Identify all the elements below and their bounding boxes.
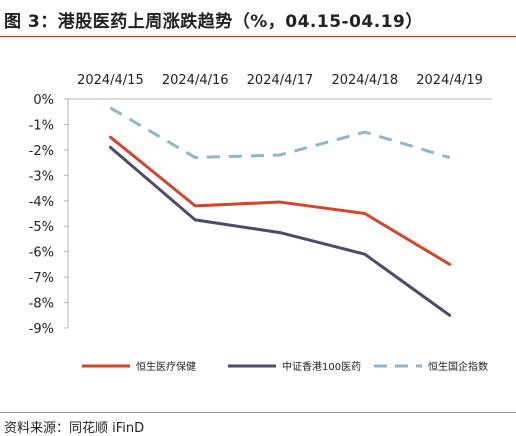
x-tick-label: 2024/4/16 [162,73,229,88]
y-tick-label: -5% [29,220,54,235]
series-line-1 [108,135,452,266]
series-line-3 [109,106,451,160]
source-note: 资料来源：同花顺 iFinD [4,421,145,436]
legend-label-3: 恒生国企指数 [428,360,488,373]
y-tick-label: -4% [29,195,54,210]
source-bar: 资料来源：同花顺 iFinD [0,412,516,436]
y-tick-label: -7% [29,271,54,286]
x-tick-label: 2024/4/19 [416,73,483,88]
y-tick-label: -3% [29,169,54,184]
y-tick-label: -2% [29,144,54,159]
x-tick-label: 2024/4/15 [77,73,144,88]
y-tick-label: -9% [29,322,54,337]
y-tick-label: 0% [33,93,54,108]
x-tick-label: 2024/4/18 [331,73,398,88]
title-bar: 图 3：港股医药上周涨跌趋势（%，04.15-04.19） [0,0,516,37]
y-tick-label: -6% [29,246,54,261]
legend-label-2: 中证香港100医药 [282,360,361,373]
line-chart: 2024/4/15 2024/4/16 2024/4/17 2024/4/18 2024… [29,73,492,373]
y-tick-label: -1% [29,118,54,133]
x-tick-label: 2024/4/17 [247,73,314,88]
series-line-2 [108,145,452,317]
figure-title: 图 3：港股医药上周涨跌趋势（%，04.15-04.19） [4,12,423,32]
y-tick-label: -8% [29,297,54,312]
legend-label-1: 恒生医疗保健 [136,360,196,373]
